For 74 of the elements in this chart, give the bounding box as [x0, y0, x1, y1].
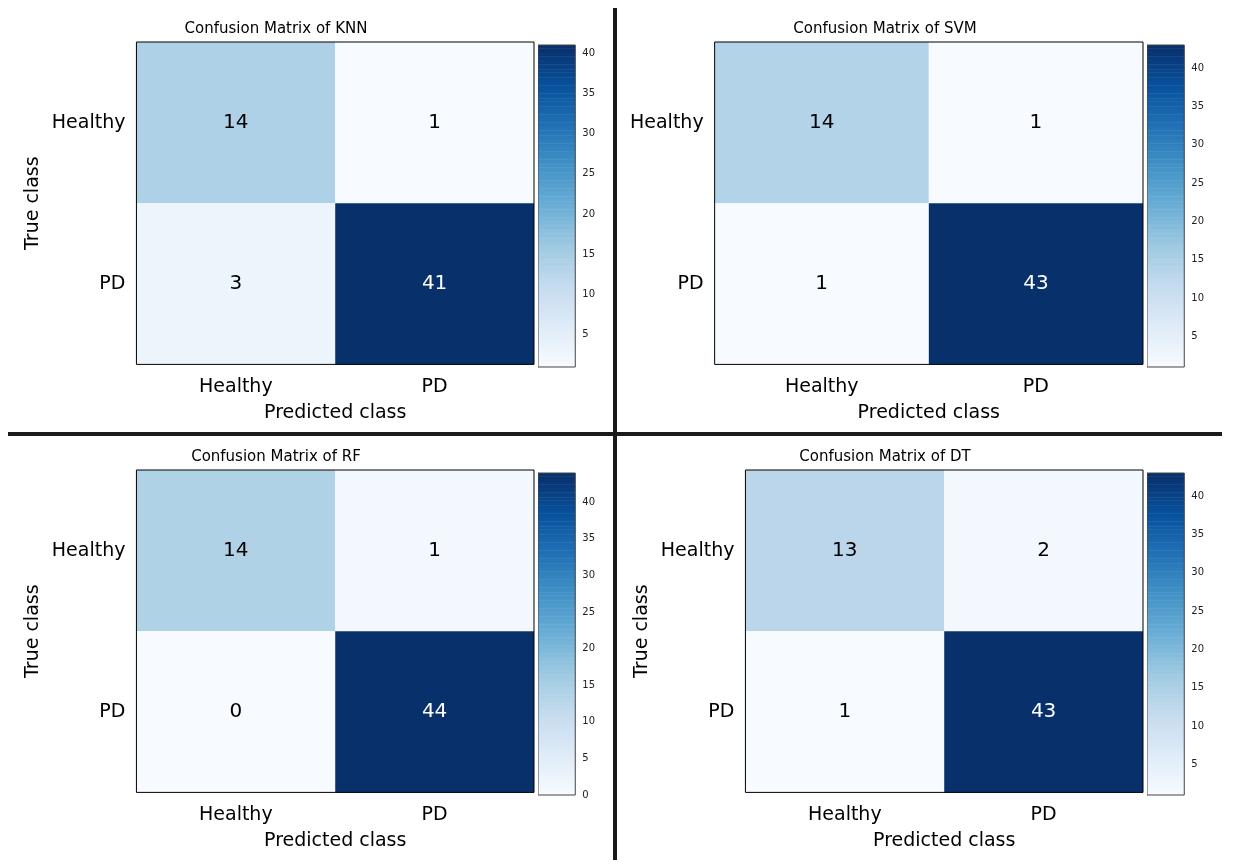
y-axis-title: True class — [629, 584, 652, 679]
chart-title: Confusion Matrix of KNN — [184, 18, 368, 37]
color-bar-label: 5 — [1191, 329, 1198, 341]
x-tick-label: PD — [1030, 801, 1057, 824]
data-label: 1 — [815, 270, 829, 294]
y-tick-label: PD — [99, 698, 126, 721]
color-bar-label: 30 — [582, 127, 596, 139]
color-bar-label: 40 — [1191, 489, 1205, 501]
x-axis-title: Predicted class — [264, 399, 407, 422]
color-bar-label: 35 — [1191, 527, 1205, 539]
color-bar-label: 25 — [1191, 176, 1205, 188]
color-bar-label: 35 — [1191, 99, 1205, 111]
data-label: 44 — [421, 698, 448, 722]
color-bar-label: 35 — [582, 532, 596, 544]
color-bar-label: 20 — [582, 642, 596, 654]
x-tick-label: PD — [421, 373, 448, 396]
data-label: 1 — [1029, 108, 1043, 133]
color-bar-label: 10 — [1191, 291, 1205, 303]
x-tick-label: Healthy — [199, 801, 273, 824]
x-tick-label: PD — [1022, 373, 1049, 396]
color-bar-label: 30 — [1191, 566, 1205, 578]
color-bar-label: 15 — [1191, 253, 1205, 265]
color-bar-label: 15 — [582, 678, 596, 690]
color-bar-label: 40 — [1191, 61, 1205, 73]
color-bar-label: 15 — [582, 247, 596, 259]
color-bar-label: 10 — [1191, 719, 1205, 731]
data-label: 43 — [1023, 270, 1049, 294]
color-bar-label: 25 — [582, 167, 596, 179]
color-bar-label: 40 — [582, 46, 596, 58]
y-axis-title: True class — [20, 584, 43, 679]
x-tick-label: Healthy — [808, 801, 882, 824]
color-bar-label: 10 — [582, 288, 596, 300]
color-bar-label: 40 — [582, 495, 596, 507]
color-bar-label: 0 — [582, 788, 589, 800]
chart-title: Confusion Matrix of DT — [799, 446, 972, 465]
data-label: 2 — [1037, 536, 1050, 561]
color-bar-label: 5 — [582, 328, 589, 340]
color-bar-label: 25 — [582, 605, 596, 617]
y-tick-label: Healthy — [660, 537, 735, 560]
x-axis-title: Predicted class — [264, 827, 407, 850]
y-axis-title: True class — [20, 156, 43, 251]
data-label: 1 — [838, 698, 852, 722]
data-label: 13 — [832, 536, 858, 561]
data-label: 14 — [223, 536, 249, 561]
color-bar-label: 10 — [582, 715, 596, 727]
color-bar-label: 15 — [1191, 681, 1205, 693]
chart-title: Confusion Matrix of RF — [191, 446, 361, 465]
y-tick-label: Healthy — [51, 109, 126, 132]
x-tick-label: PD — [421, 801, 448, 824]
x-tick-label: Healthy — [199, 373, 273, 396]
data-label: 43 — [1030, 698, 1057, 722]
color-bar-label: 30 — [1191, 138, 1205, 150]
color-bar-label: 5 — [582, 752, 589, 763]
x-axis-title: Predicted class — [857, 399, 1001, 422]
color-bar-label: 20 — [1191, 214, 1205, 226]
color-bar-label: 20 — [1191, 642, 1205, 654]
x-tick-label: Healthy — [784, 373, 859, 396]
color-bar-label: 5 — [1191, 757, 1198, 769]
data-label: 1 — [428, 536, 441, 561]
data-label: 1 — [428, 108, 441, 133]
x-axis-title: Predicted class — [873, 827, 1016, 850]
color-bar-label: 20 — [582, 207, 596, 219]
y-tick-label: PD — [677, 270, 704, 293]
y-tick-label: PD — [99, 270, 126, 293]
data-label: 14 — [223, 108, 249, 133]
color-bar-label: 35 — [582, 86, 596, 98]
color-bar-label: 30 — [582, 569, 596, 581]
data-label: 14 — [809, 108, 835, 133]
y-tick-label: Healthy — [51, 537, 126, 560]
data-label: 0 — [229, 698, 243, 722]
chart-title: Confusion Matrix of SVM — [793, 18, 977, 37]
data-label: 3 — [229, 270, 243, 294]
color-bar-label: 25 — [1191, 604, 1205, 616]
data-label: 41 — [421, 270, 448, 294]
